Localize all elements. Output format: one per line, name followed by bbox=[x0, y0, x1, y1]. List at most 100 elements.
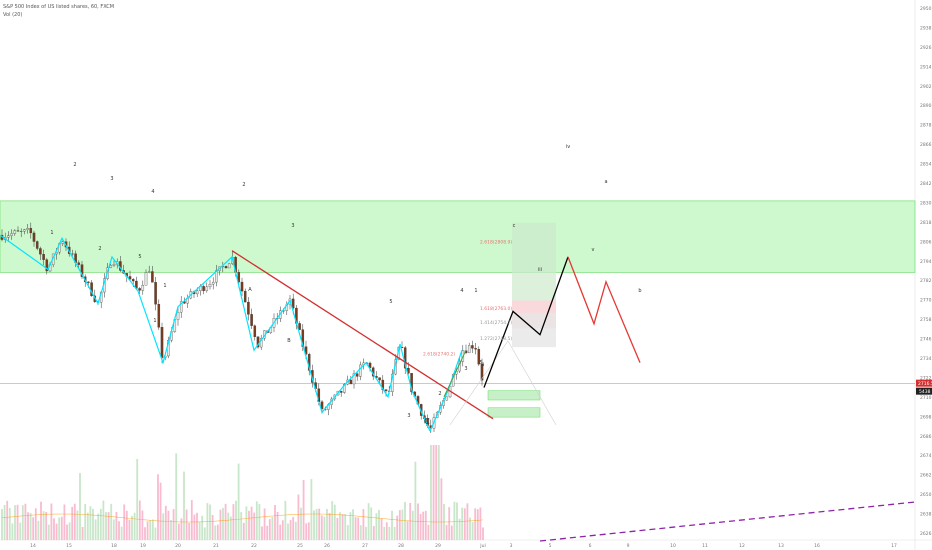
volume-bar bbox=[123, 504, 126, 540]
volume-bar bbox=[357, 517, 360, 540]
candle-body bbox=[243, 290, 247, 303]
y-tick-label: 2662.0 bbox=[920, 473, 932, 479]
volume-bar bbox=[289, 520, 292, 540]
candle-body bbox=[42, 254, 45, 260]
x-tick-label: 10 bbox=[670, 543, 676, 549]
volume-bar bbox=[346, 525, 349, 540]
wave-label: B bbox=[287, 338, 291, 344]
wave-label: 2 bbox=[98, 246, 101, 252]
volume-bar bbox=[248, 510, 250, 540]
candle-body bbox=[29, 228, 33, 234]
candle-body bbox=[179, 301, 183, 313]
volume-bar bbox=[214, 525, 217, 540]
y-tick-label: 2950.0 bbox=[920, 6, 932, 12]
volume-bar bbox=[458, 518, 461, 540]
volume-bar bbox=[89, 506, 92, 540]
volume-bar bbox=[409, 502, 412, 540]
wave-label: 3 bbox=[407, 413, 410, 419]
candle-body bbox=[480, 363, 484, 381]
target-zone bbox=[0, 200, 916, 273]
volume-bar bbox=[391, 510, 393, 540]
volume-bar bbox=[271, 516, 274, 540]
volume-bar bbox=[380, 518, 383, 540]
volume-bar bbox=[456, 502, 458, 540]
chart-legend: S&P 500 Index of US listed shares, 60, F… bbox=[3, 3, 114, 19]
volume-bar bbox=[393, 526, 396, 540]
wave-count-line-2 bbox=[429, 350, 463, 432]
volume-bar bbox=[99, 508, 102, 540]
candle-body bbox=[378, 377, 381, 381]
candle-body bbox=[26, 228, 29, 230]
volume-bar bbox=[162, 513, 165, 540]
volume-bar bbox=[193, 514, 196, 540]
volume-bar bbox=[216, 524, 219, 540]
wave-label: 4 bbox=[460, 288, 463, 294]
volume-bar bbox=[151, 519, 154, 540]
y-tick-label: 2710.0 bbox=[920, 395, 932, 401]
fib-label: 1.414(2754.7) bbox=[480, 320, 512, 326]
volume-bar bbox=[287, 523, 289, 540]
candle-body bbox=[39, 248, 42, 255]
wave-label: iv bbox=[566, 144, 570, 150]
candle-body bbox=[131, 279, 135, 282]
volume-bar bbox=[328, 512, 331, 540]
volume-bar bbox=[118, 521, 120, 540]
candle-body bbox=[227, 263, 231, 269]
candle-body bbox=[474, 348, 477, 350]
volume-bar bbox=[302, 480, 305, 540]
x-tick-label: 9 bbox=[627, 543, 630, 549]
volume-bar bbox=[339, 512, 341, 540]
x-tick-label: 20 bbox=[175, 543, 181, 549]
volume-bar bbox=[255, 501, 258, 540]
volume-bar bbox=[125, 510, 128, 540]
volume-bar bbox=[365, 526, 367, 540]
last-volume-tag bbox=[916, 387, 932, 395]
volume-bar bbox=[362, 509, 365, 540]
volume-bar bbox=[476, 509, 479, 540]
last-price-tag bbox=[916, 379, 932, 387]
volume-bar bbox=[320, 515, 323, 540]
volume-bar bbox=[112, 519, 115, 540]
volume-ma-line bbox=[1, 513, 484, 523]
volume-bar bbox=[326, 509, 328, 540]
volume-bar bbox=[414, 461, 417, 540]
candle-body bbox=[298, 323, 301, 330]
y-tick-label: 2758.0 bbox=[920, 317, 932, 323]
wave-label: c bbox=[513, 223, 516, 229]
volume-bar bbox=[300, 507, 302, 540]
x-tick-label: 3 bbox=[510, 543, 513, 549]
volume-bar bbox=[305, 523, 308, 540]
volume-bar bbox=[242, 522, 245, 540]
wave-label: 1 bbox=[474, 288, 477, 294]
fib-label: 1.272(2748.5) bbox=[480, 336, 512, 342]
volume-bar bbox=[406, 521, 409, 540]
wave-label: C bbox=[424, 417, 430, 426]
volume-bar bbox=[159, 482, 162, 540]
volume-bar bbox=[333, 504, 336, 540]
volume-bar bbox=[86, 512, 89, 540]
entry-box-1 bbox=[487, 390, 541, 401]
volume-bar bbox=[211, 514, 214, 540]
y-tick-label: 2818.0 bbox=[920, 220, 932, 226]
volume-bar bbox=[141, 510, 144, 540]
candle-body bbox=[349, 379, 353, 385]
volume-bar bbox=[466, 503, 469, 540]
last-price-tag-label: 2716.5 bbox=[918, 381, 932, 387]
volume-bar bbox=[250, 506, 253, 540]
volume-bar bbox=[128, 519, 131, 540]
candle-body bbox=[77, 262, 81, 265]
volume-bar bbox=[430, 445, 432, 540]
volume-bar bbox=[440, 478, 443, 540]
volume-bar bbox=[94, 519, 97, 540]
y-tick-label: 2638.0 bbox=[920, 512, 932, 518]
volume-bar bbox=[318, 508, 321, 540]
y-tick-label: 2806.0 bbox=[920, 239, 932, 245]
wave-label: a bbox=[604, 179, 607, 185]
volume-bar bbox=[81, 526, 84, 540]
volume-bar bbox=[359, 525, 362, 540]
wave-label: 2 bbox=[242, 182, 245, 188]
volume-bar bbox=[136, 458, 139, 540]
candle-body bbox=[112, 264, 116, 266]
